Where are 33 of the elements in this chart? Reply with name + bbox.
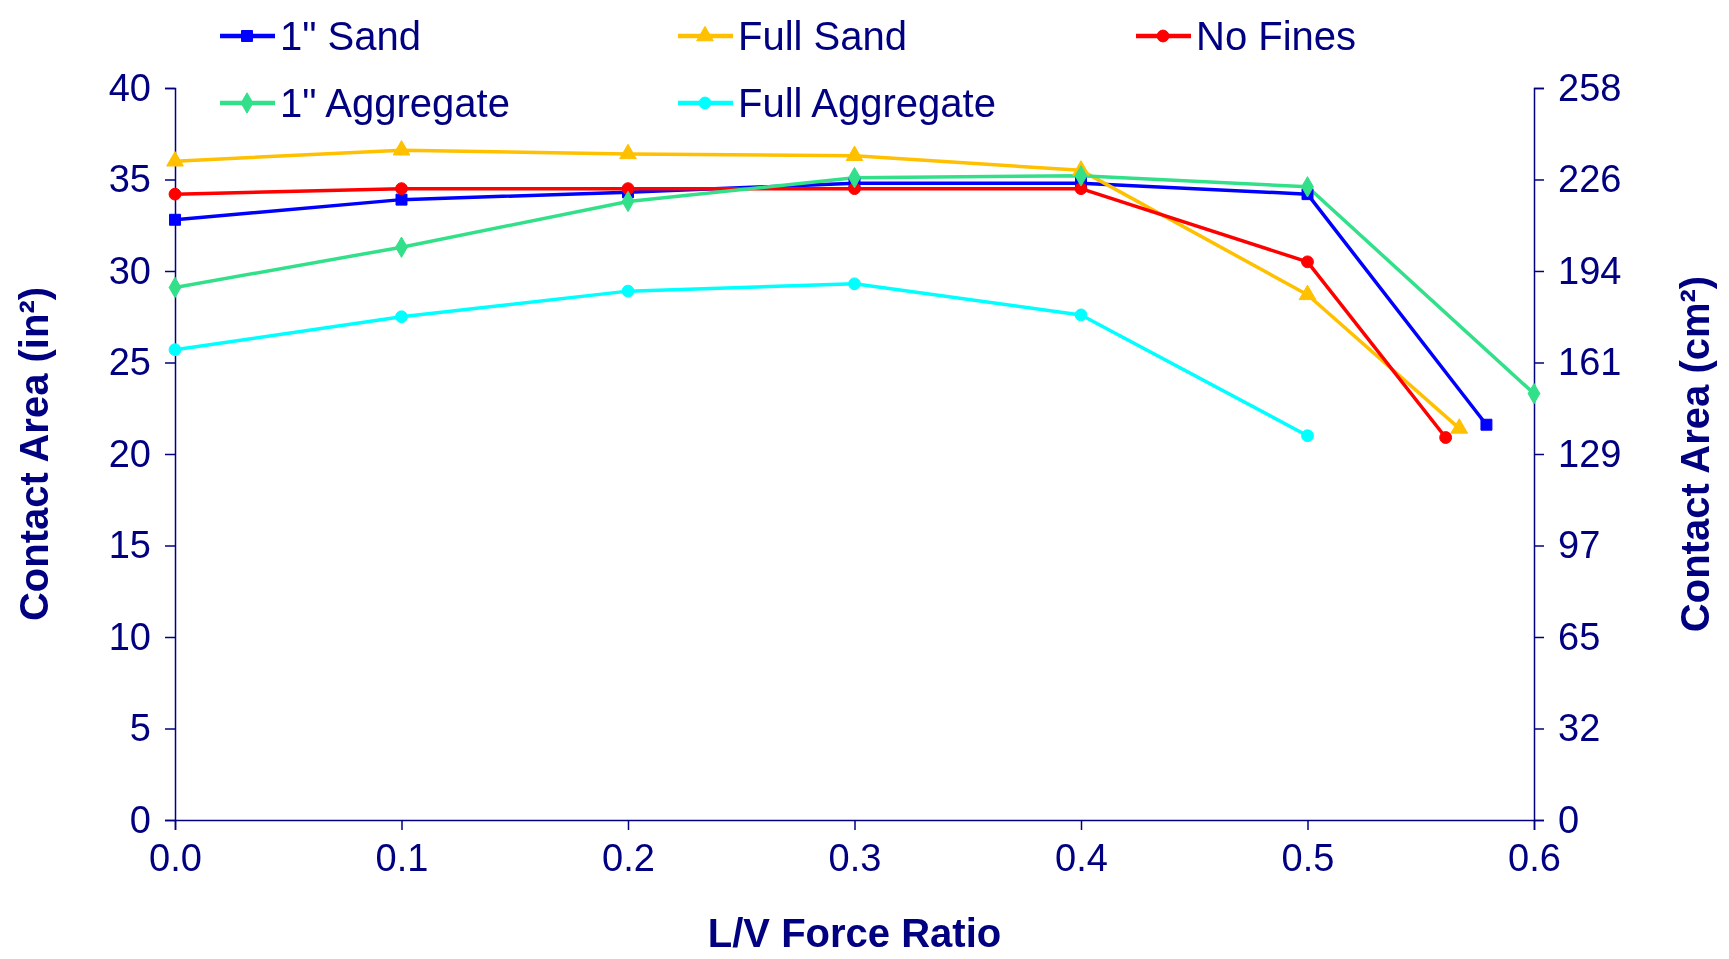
legend-label: 1" Aggregate <box>280 81 510 125</box>
x-axis-title: L/V Force Ratio <box>707 911 1002 955</box>
legend-label: No Fines <box>1196 14 1357 58</box>
y2-axis-title: Contact Area (cm²) <box>1673 275 1717 633</box>
y-tick-label: 10 <box>108 615 151 658</box>
legend-label: Full Aggregate <box>738 81 996 125</box>
y2-tick-label: 226 <box>1558 158 1622 201</box>
y-tick-label: 0 <box>129 798 151 841</box>
y-tick-label: 35 <box>108 158 151 201</box>
y-tick-label: 20 <box>108 432 151 475</box>
x-tick-label: 0.3 <box>828 836 882 879</box>
y2-tick-label: 97 <box>1558 524 1601 567</box>
y-tick-label: 15 <box>108 524 151 567</box>
x-tick-label: 0.6 <box>1508 836 1561 879</box>
x-tick-label: 0.4 <box>1055 836 1108 879</box>
y-tick-label: 30 <box>108 249 151 292</box>
y2-tick-label: 32 <box>1558 707 1601 750</box>
y2-tick-label: 129 <box>1558 432 1622 475</box>
y2-tick-label: 194 <box>1558 249 1622 292</box>
x-tick-label: 0.5 <box>1281 836 1335 879</box>
x-tick-label: 0.2 <box>602 836 655 879</box>
legend-label: Full Sand <box>738 14 907 58</box>
y2-tick-label: 65 <box>1558 615 1601 658</box>
x-tick-label: 0.0 <box>149 836 202 879</box>
y-axis-title: Contact Area (in²) <box>12 286 56 622</box>
y-tick-label: 25 <box>108 341 151 384</box>
y-tick-label: 5 <box>129 707 151 750</box>
y2-tick-label: 258 <box>1558 66 1622 109</box>
legend-label: 1" Sand <box>280 14 421 58</box>
x-tick-label: 0.1 <box>375 836 429 879</box>
y2-tick-label: 161 <box>1558 341 1622 384</box>
y-tick-label: 40 <box>108 66 151 109</box>
y2-tick-label: 0 <box>1558 798 1580 841</box>
